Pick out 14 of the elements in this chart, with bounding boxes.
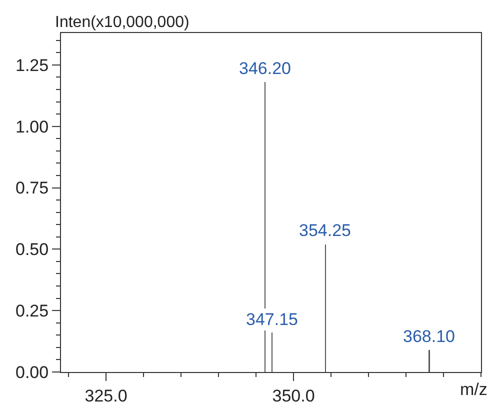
x-axis-title: m/z — [460, 380, 488, 399]
y-tick-label: 0.75 — [16, 178, 49, 198]
x-tick-label: 325.0 — [84, 386, 128, 403]
x-tick-label: 350.0 — [272, 386, 315, 403]
y-tick-label: 0.50 — [16, 240, 49, 260]
annotation: 347.15 — [246, 310, 298, 329]
annotation: 346.20 — [239, 59, 291, 78]
y-tick-label: 1.00 — [16, 117, 49, 136]
y-axis-title: Inten(x10,000,000) — [55, 14, 190, 31]
y-tick-label: 1.25 — [16, 56, 49, 75]
annotation: 354.25 — [299, 221, 351, 240]
y-tick-label: 0.25 — [16, 302, 49, 321]
annotation: 368.10 — [403, 327, 455, 346]
y-tick-label: 0.00 — [16, 362, 49, 382]
